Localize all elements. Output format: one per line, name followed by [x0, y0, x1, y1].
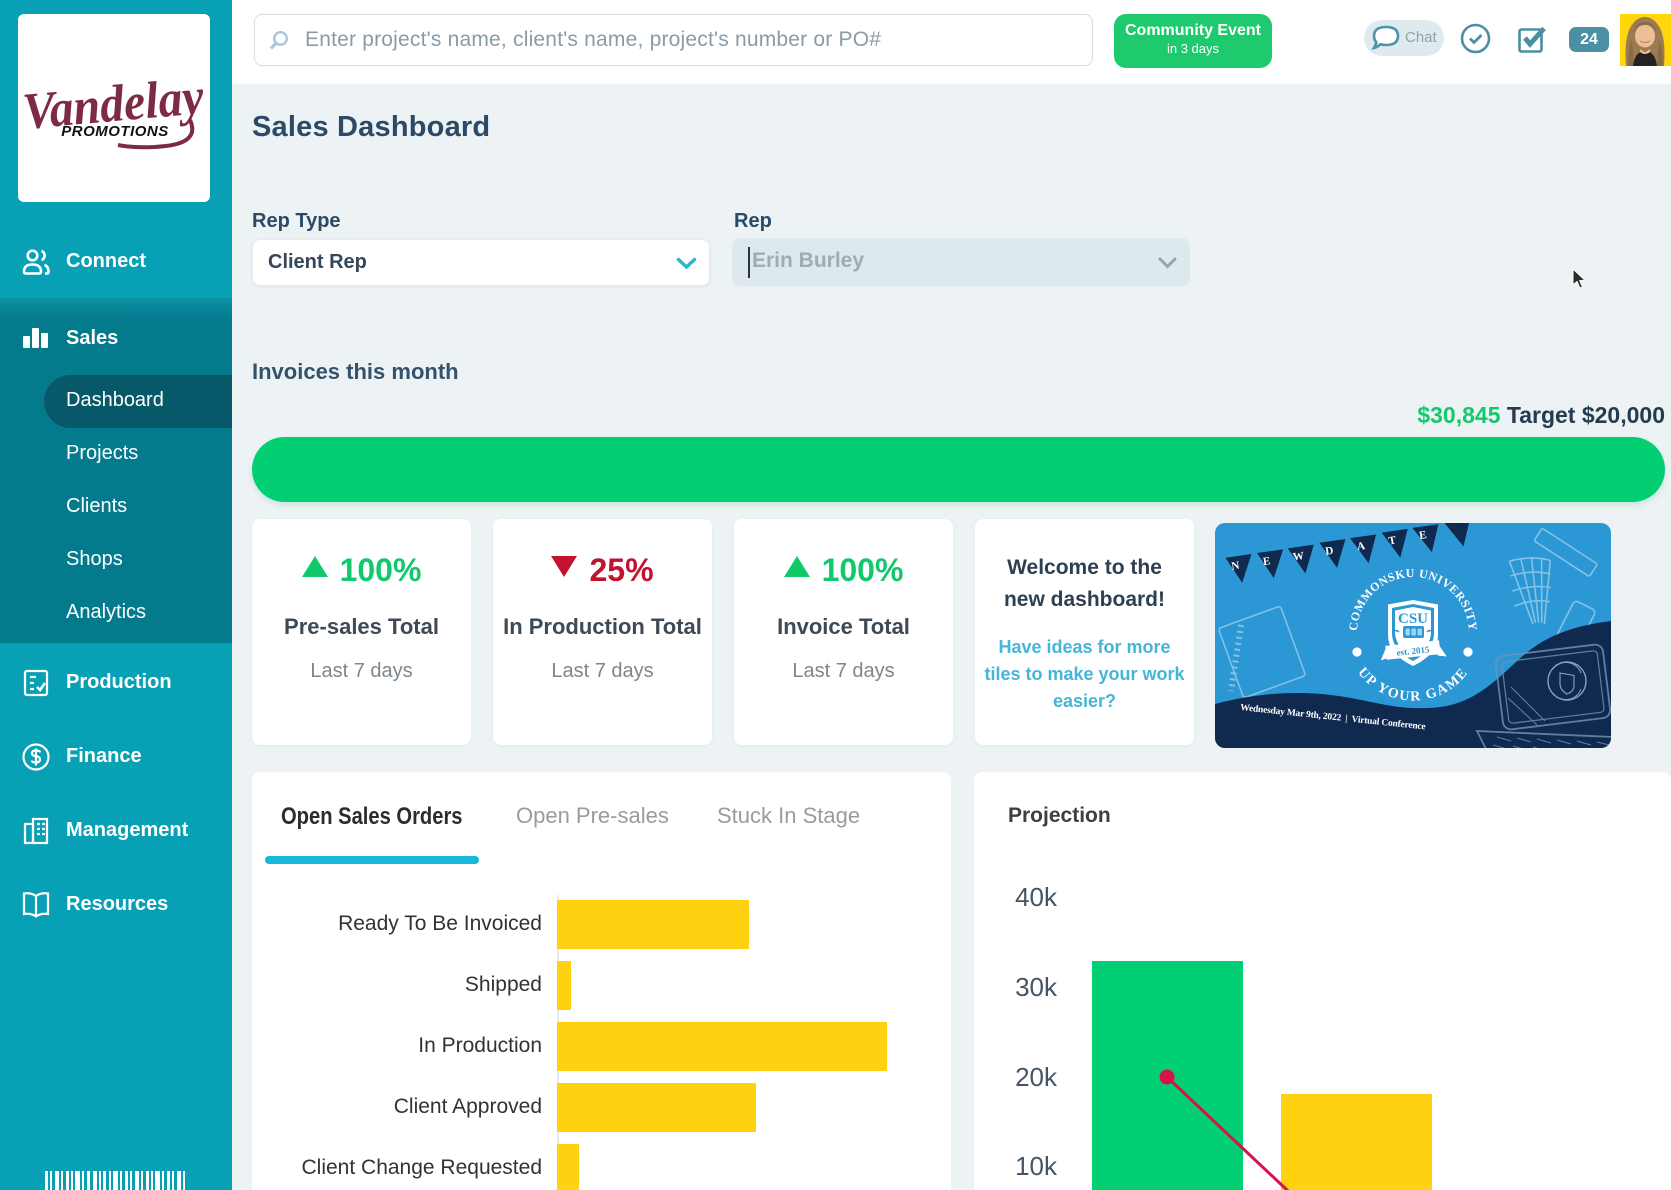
svg-text:PROMOTIONS: PROMOTIONS: [61, 123, 169, 140]
svg-text:W: W: [1292, 550, 1305, 563]
svg-text:E: E: [1262, 555, 1271, 568]
svg-text:A: A: [1356, 540, 1366, 553]
svg-text:est. 2015: est. 2015: [1396, 644, 1430, 657]
svg-text:CSU: CSU: [1398, 611, 1428, 627]
svg-text:T: T: [1388, 534, 1398, 547]
svg-text:E: E: [1418, 529, 1427, 542]
svg-text:N: N: [1231, 560, 1241, 573]
svg-text:D: D: [1324, 545, 1334, 558]
